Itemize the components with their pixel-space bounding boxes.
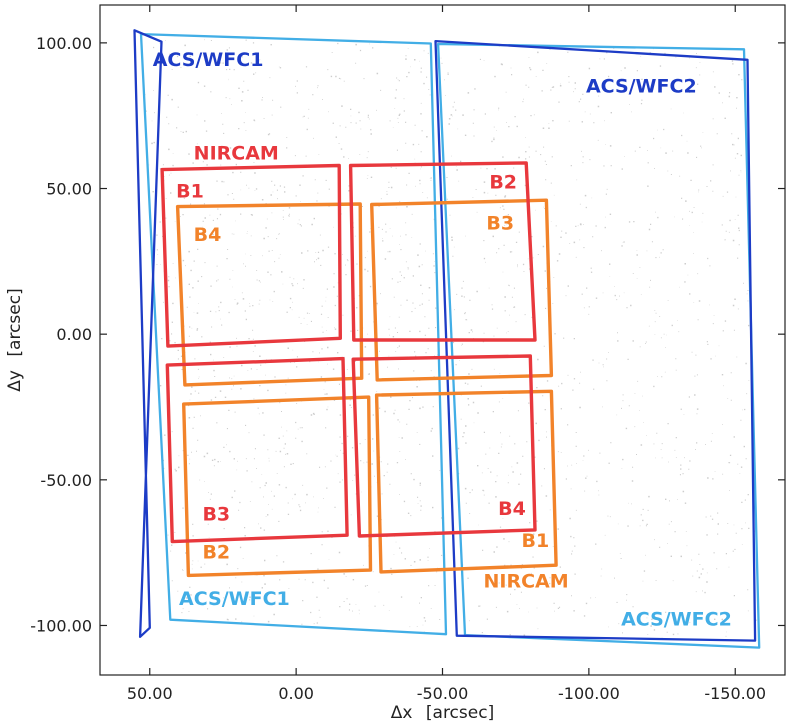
x-tick-label: -150.00 <box>704 684 766 703</box>
bright-star <box>612 124 625 137</box>
footprint-nircam-a-b4 <box>175 202 364 387</box>
y-tick-label: 50.00 <box>46 180 92 199</box>
label-a-b2: B2 <box>202 541 230 563</box>
y-tick-label: 100.00 <box>36 34 92 53</box>
footprint-labels: ACS/WFC1 ACS/WFC2 ACS/WFC1 ACS/WFC2 NIRCAM NI… <box>153 49 732 630</box>
footprint-acs-wfc1-dark <box>133 29 163 638</box>
y-axis-label-unit: [arcsec] <box>5 288 25 356</box>
label-acs-wfc1-bottom: ACS/WFC1 <box>179 588 290 610</box>
label-b-b3: B3 <box>486 212 514 234</box>
footprint-nircam-b-b3 <box>370 198 554 382</box>
x-axis-label-symbol: Δx <box>391 703 413 723</box>
bright-star <box>216 71 229 84</box>
label-a-b1: B1 <box>176 180 204 202</box>
footprint-nircam-b-b2 <box>348 161 537 342</box>
label-a-b4: B4 <box>194 224 222 246</box>
x-axis-label-unit: [arcsec] <box>426 703 494 723</box>
footprint-acs-wfc2-dark <box>434 39 757 642</box>
instrument-footprints <box>133 29 761 649</box>
label-b-b2: B2 <box>489 172 517 194</box>
x-axis-ticks: 50.00 0.00 -50.00 -100.00 -150.00 <box>127 5 766 703</box>
y-axis-label-symbol: Δy <box>5 370 25 392</box>
footprint-nircam-a-b2 <box>181 395 373 578</box>
label-nircam-top: NIRCAM <box>194 142 279 164</box>
footprint-nircam-b-b1 <box>374 389 558 574</box>
x-tick-label: -50.00 <box>417 684 469 703</box>
bright-star <box>708 287 721 300</box>
footprint-nircam-a-b1 <box>160 163 342 348</box>
y-axis-ticks: 100.00 50.00 0.00 -50.00 -100.00 <box>30 34 785 635</box>
footprint-acs-wfc2-light <box>436 42 761 649</box>
label-acs-wfc1-top: ACS/WFC1 <box>153 49 264 71</box>
label-a-b3: B3 <box>202 504 230 526</box>
y-tick-label: 0.00 <box>56 325 92 344</box>
label-b-b1: B1 <box>522 530 550 552</box>
y-tick-label: -50.00 <box>40 471 92 490</box>
x-axis-label: Δx [arcsec] <box>391 703 494 723</box>
x-tick-label: 50.00 <box>127 684 173 703</box>
x-tick-label: -100.00 <box>558 684 620 703</box>
bright-star <box>297 306 306 315</box>
label-nircam-bottom: NIRCAM <box>483 571 568 593</box>
footprint-nircam-a-b3 <box>165 356 349 544</box>
footprint-acs-wfc1-light <box>139 32 448 636</box>
x-tick-label: 0.00 <box>278 684 314 703</box>
footprint-nircam-b-b4 <box>351 354 537 538</box>
y-tick-label: -100.00 <box>30 616 92 635</box>
bright-star <box>262 242 271 251</box>
label-b-b4: B4 <box>498 498 526 520</box>
label-acs-wfc2-top: ACS/WFC2 <box>586 75 697 97</box>
label-acs-wfc2-bottom: ACS/WFC2 <box>621 608 732 630</box>
y-axis-label: Δy [arcsec] <box>5 288 25 391</box>
